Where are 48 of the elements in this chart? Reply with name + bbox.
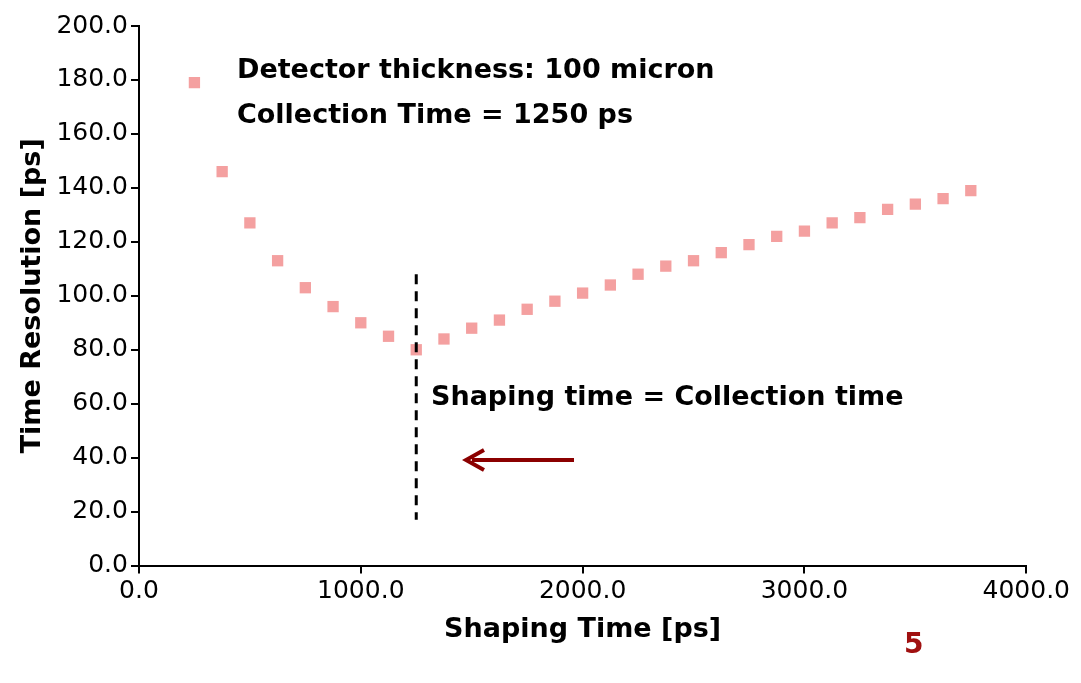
- point: [715, 246, 727, 259]
- annotation: Shaping time = Collection time: [430, 380, 904, 412]
- x-tick-label: 2000.0: [538, 575, 627, 605]
- annotation: Collection Time = 1250 ps: [236, 98, 633, 130]
- point: [854, 211, 866, 224]
- x-tick-label: 3000.0: [760, 575, 849, 605]
- y-tick-label: 60.0: [72, 387, 128, 417]
- point: [327, 300, 339, 313]
- y-tick-label: 120.0: [56, 225, 128, 255]
- y-tick-label: 20.0: [72, 495, 128, 525]
- point: [743, 238, 755, 251]
- point: [355, 317, 367, 329]
- point: [382, 330, 395, 342]
- x-tick-label: 1000.0: [317, 575, 405, 605]
- point: [438, 333, 450, 345]
- point: [937, 193, 949, 205]
- y-tick-label: 160.0: [56, 117, 128, 147]
- point: [216, 166, 228, 178]
- annotation: Detector thickness: 100 micron: [236, 53, 715, 85]
- y-axis-title: Time Resolution [ps]: [15, 138, 47, 454]
- point: [826, 217, 838, 229]
- x-axis-title: Shaping Time [ps]: [444, 611, 722, 643]
- x-tick-label: 4000.0: [982, 575, 1070, 605]
- point: [576, 287, 589, 299]
- y-tick-label: 80.0: [72, 333, 128, 363]
- point: [881, 203, 894, 216]
- point: [521, 303, 533, 315]
- point: [965, 184, 977, 197]
- point: [466, 322, 478, 334]
- point: [299, 282, 311, 294]
- text: 5: [903, 626, 924, 660]
- point: [549, 295, 561, 307]
- y-tick-label: 40.0: [72, 441, 128, 471]
- y-tick-label: 180.0: [56, 63, 128, 93]
- point: [632, 268, 644, 280]
- point: [188, 77, 201, 89]
- y-tick-label: 140.0: [56, 171, 128, 201]
- point: [660, 260, 672, 272]
- point: [604, 279, 616, 291]
- point: [244, 217, 256, 229]
- y-tick-label: 200.0: [56, 9, 128, 39]
- point: [798, 225, 811, 237]
- point: [493, 314, 506, 326]
- point: [687, 255, 700, 267]
- point: [271, 255, 284, 267]
- point: [909, 198, 922, 210]
- point: [771, 230, 783, 243]
- y-tick-label: 100.0: [56, 279, 128, 309]
